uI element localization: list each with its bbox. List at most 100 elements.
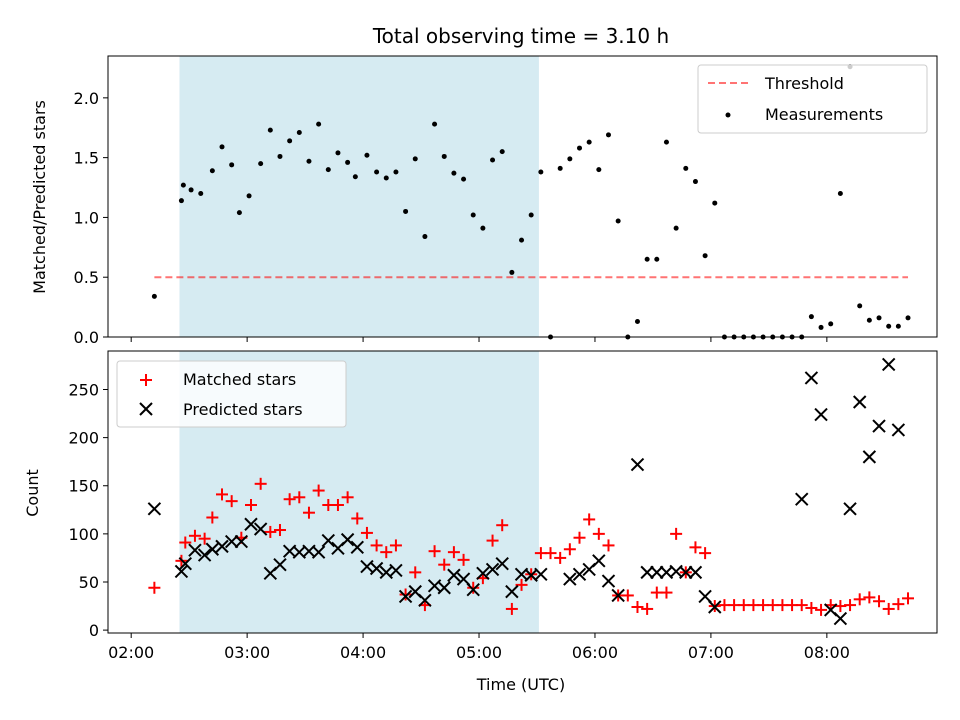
legend-predicted-label: Predicted stars <box>183 400 303 419</box>
y-tick-label: 0 <box>89 621 99 640</box>
measurements-panel: 0.00.51.01.52.0 Matched/Predicted stars … <box>30 55 938 347</box>
predicted-star-point <box>563 572 577 586</box>
x-tick-label: 05:00 <box>456 643 502 662</box>
measurement-point <box>352 174 358 180</box>
measurement-point <box>499 149 505 155</box>
matched-star-point <box>882 602 895 615</box>
measurement-point <box>236 210 242 216</box>
x-tick-label: 03:00 <box>224 643 270 662</box>
matched-star-point <box>370 539 383 552</box>
matched-star-point <box>699 547 712 560</box>
measurement-point <box>654 256 660 262</box>
measurement-point <box>876 315 882 321</box>
predicted-star-point <box>311 545 326 559</box>
y-tick-label: 1.5 <box>74 149 99 168</box>
matched-star-point <box>438 558 451 571</box>
measurement-point <box>692 179 698 185</box>
predicted-star-point <box>485 562 500 577</box>
measurement-point <box>209 168 215 174</box>
predicted-star-point <box>224 534 239 549</box>
predicted-star-point <box>795 492 809 506</box>
measurement-point <box>480 225 486 231</box>
matched-star-point <box>873 595 886 608</box>
measurement-point <box>895 323 901 329</box>
legend-matched-swatch <box>140 374 152 386</box>
predicted-star-point <box>147 502 162 516</box>
predicted-star-point <box>447 568 461 582</box>
y-axis-label-bottom: Count <box>23 469 42 517</box>
measurement-point <box>866 317 872 323</box>
matched-star-point <box>563 543 576 556</box>
matched-star-point <box>293 491 306 504</box>
matched-star-point <box>486 534 499 547</box>
matched-star-point <box>273 524 286 537</box>
matched-star-point <box>815 603 828 616</box>
axes-frame-bottom <box>107 350 938 634</box>
measurement-point <box>287 138 293 144</box>
legend-frame-top <box>697 64 928 134</box>
measurement-point <box>267 127 273 133</box>
matched-star-point <box>631 601 644 614</box>
y-axis-label-top: Matched/Predicted stars <box>30 100 49 294</box>
measurement-point <box>828 321 834 327</box>
predicted-star-point <box>814 407 828 422</box>
measurement-point <box>325 167 331 173</box>
matched-star-point <box>428 545 441 558</box>
measurement-point <box>818 324 824 330</box>
matched-star-point <box>312 484 325 497</box>
predicted-stars-series <box>147 357 906 626</box>
predicted-star-point <box>852 395 867 409</box>
measurement-point <box>403 208 409 214</box>
measurement-point <box>180 182 186 188</box>
predicted-star-point <box>495 556 509 571</box>
predicted-star-point <box>340 532 355 547</box>
matched-star-point <box>844 599 857 612</box>
legend-frame-bottom <box>116 360 347 428</box>
predicted-star-point <box>881 357 896 372</box>
matched-star-point <box>583 513 596 526</box>
matched-star-point <box>225 495 238 508</box>
x-axis-ticks-top <box>130 337 828 342</box>
predicted-star-point <box>833 611 848 626</box>
measurement-point <box>702 253 708 259</box>
predicted-star-point <box>891 423 906 437</box>
measurement-point <box>277 153 283 159</box>
predicted-star-point <box>688 565 703 580</box>
predicted-star-point <box>234 534 249 549</box>
matched-star-point <box>264 525 277 538</box>
matched-star-point <box>689 541 702 554</box>
matched-star-point <box>179 536 192 549</box>
matched-star-point <box>148 581 161 594</box>
y-tick-label: 0.0 <box>74 328 99 347</box>
measurement-point <box>596 167 602 173</box>
y-tick-label: 2.0 <box>74 89 99 108</box>
measurement-point <box>673 225 679 231</box>
matched-star-point <box>554 551 567 564</box>
measurement-point <box>519 237 525 243</box>
x-tick-label: 02:00 <box>108 643 154 662</box>
measurement-point <box>393 169 399 175</box>
predicted-star-point <box>369 561 384 576</box>
matched-star-point <box>892 598 905 611</box>
predicted-star-point <box>389 563 403 578</box>
measurement-point <box>178 198 184 204</box>
y-tick-label: 100 <box>68 525 99 544</box>
matched-star-point <box>795 599 808 612</box>
predicted-star-point <box>273 557 287 572</box>
x-tick-label: 07:00 <box>688 643 734 662</box>
matched-star-point <box>341 491 354 504</box>
measurement-point <box>490 157 496 163</box>
matched-star-point <box>805 601 818 614</box>
matched-star-point <box>457 553 470 566</box>
matched-star-point <box>351 512 364 525</box>
measurement-point <box>712 200 718 206</box>
matched-star-point <box>592 527 605 540</box>
matched-star-point <box>467 581 480 594</box>
legend-top: Threshold Measurements <box>697 64 928 134</box>
predicted-star-point <box>476 566 490 581</box>
matched-star-point <box>216 488 229 501</box>
measurement-point <box>509 269 515 275</box>
predicted-star-point <box>679 565 693 580</box>
predicted-star-point <box>398 589 413 604</box>
measurement-point <box>432 121 438 127</box>
